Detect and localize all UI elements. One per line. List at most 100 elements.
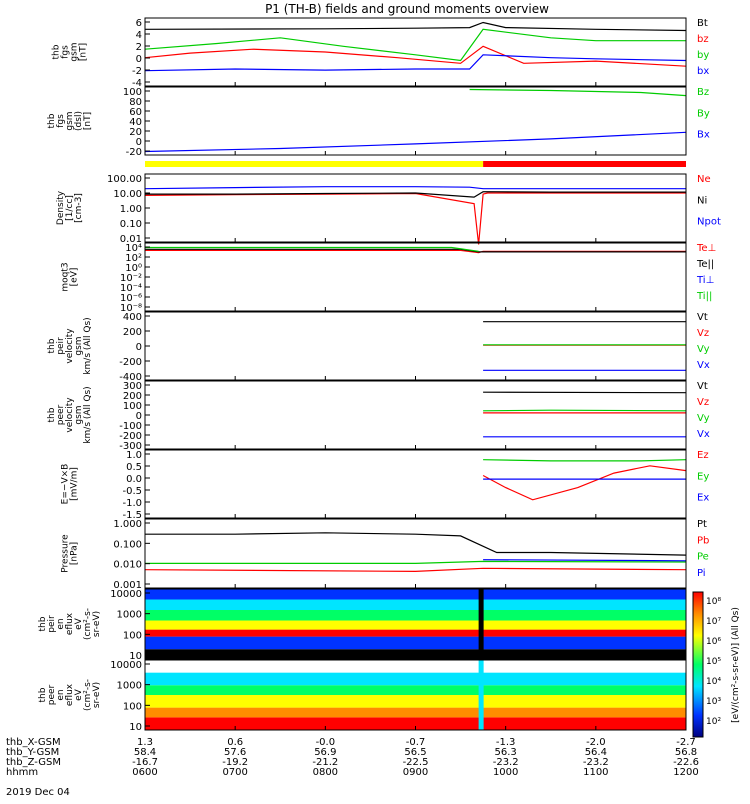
- y-tick-label: 10000: [110, 660, 142, 671]
- y-tick-label: 10⁴: [125, 243, 142, 254]
- y-tick-label: 100: [123, 701, 142, 712]
- y-tick-label: -300: [119, 441, 142, 452]
- legend-entry: Ti⊥: [696, 275, 714, 286]
- y-axis-label: [1/cc]: [65, 195, 75, 221]
- ephemeris-row-label: thb_Y-GSM: [6, 747, 59, 758]
- spectrogram-band: [145, 589, 686, 600]
- spectrogram-band: [145, 636, 686, 650]
- legend-entry: Te⊥: [696, 243, 716, 254]
- date-label: 2019 Dec 04: [6, 787, 70, 798]
- ephemeris-value: -16.7: [132, 757, 158, 768]
- y-tick-label: 0: [136, 54, 142, 65]
- y-axis-label: [nT]: [79, 43, 89, 61]
- spectrogram-gap: [478, 660, 484, 730]
- panel-8: 1.000 0.100 0.010 0.001 Pressure [nPa] Pt Pb Pe P…: [61, 518, 709, 591]
- ephemeris-value: 56.9: [314, 747, 336, 758]
- y-axis-label: [cm-3]: [74, 193, 84, 223]
- y-axis-label: velocity: [65, 397, 75, 433]
- ephemeris-value: -22.5: [403, 757, 429, 768]
- spectrogram-10: [145, 660, 686, 730]
- ephemeris-value: 57.6: [224, 747, 246, 758]
- y-axis-label: fgs: [56, 114, 66, 128]
- y-axis-label: moqt3: [61, 262, 71, 291]
- legend-entry: Ni: [697, 195, 707, 206]
- ephemeris-value: 56.8: [675, 747, 697, 758]
- y-tick-label: -2: [132, 66, 142, 77]
- panel-9: 10000 1000 100 10 thb peir en eflux eV (cm²-s-sr-…: [38, 588, 687, 662]
- y-tick-label: 10²: [125, 253, 142, 264]
- y-axis-label: eV: [74, 688, 84, 701]
- legend-entry: Pe: [697, 552, 709, 563]
- y-tick-label: 10⁻⁴: [120, 283, 142, 294]
- y-tick-label: 10: [129, 722, 142, 733]
- y-tick-label: 10⁻⁶: [120, 293, 142, 304]
- colorbar-tick-label: 10⁶: [706, 637, 721, 647]
- y-tick-label: 80: [129, 97, 142, 108]
- legend-entry: Vy: [697, 413, 710, 424]
- y-tick-label: 0.5: [126, 462, 142, 473]
- y-tick-label: -4: [132, 78, 142, 89]
- y-tick-label: 200: [123, 391, 142, 402]
- panel-10: 10000 1000 100 10 thb peer en eflux eV (cm²-s-sr-…: [38, 659, 687, 733]
- plot-title: P1 (TH-B) fields and ground moments over…: [265, 2, 549, 16]
- mode-bar-fast: [483, 161, 686, 167]
- y-axis-label: sr-eV): [92, 611, 102, 637]
- spectrogram-band: [145, 685, 686, 695]
- legend-entry: Pb: [697, 535, 709, 546]
- series-line-bz: [144, 45, 687, 67]
- y-axis-label: fgs: [61, 45, 71, 59]
- panel-frame: [144, 173, 687, 243]
- y-tick-label: 1.0: [126, 450, 142, 461]
- y-tick-label: 6: [136, 18, 142, 29]
- panel-3: 100.00 10.00 1.00 0.10 0.01 Density [1/cc] [cm-…: [56, 173, 721, 245]
- series-line-Ni: [145, 191, 686, 198]
- y-tick-label: 0: [136, 137, 142, 148]
- legend-entry: Vt: [697, 381, 708, 392]
- colorbar-tick-label: 10⁸: [706, 597, 721, 607]
- y-axis-label: en: [56, 618, 66, 629]
- y-tick-label: -200: [119, 431, 142, 442]
- y-axis-label: gsm: [74, 336, 84, 355]
- legend-entry: Bt: [697, 18, 708, 29]
- colorbar-tick-label: 10⁴: [706, 677, 721, 687]
- y-axis-label: eflux: [65, 612, 75, 635]
- ephemeris-value: -21.2: [312, 757, 338, 768]
- y-axis-label: thb: [47, 338, 57, 353]
- legend-entry: Ez: [697, 450, 709, 461]
- legend-entry: By: [697, 108, 710, 119]
- y-axis-label: Pressure: [61, 534, 71, 573]
- y-tick-label: 1000: [117, 681, 142, 692]
- y-tick-label: 2: [136, 42, 142, 53]
- y-tick-label: 100: [123, 630, 142, 641]
- series-line-Bx: [144, 131, 687, 153]
- series-line-Vt: [483, 391, 687, 394]
- ephemeris-value: 0800: [313, 767, 338, 778]
- y-tick-label: 10000: [110, 589, 142, 600]
- y-tick-label: 10.00: [113, 189, 142, 200]
- y-axis-label: en: [56, 689, 66, 700]
- legend-entry: Npot: [697, 217, 721, 228]
- ephemeris-value: -0.7: [406, 737, 426, 748]
- series-line-Pb: [144, 567, 687, 573]
- panel-7: 1.00.50.0-0.5-1.0-1.5 E=−V×B [mV/m] Ez Ey Ex: [61, 449, 709, 521]
- colorbar-tick-label: 10⁷: [706, 617, 721, 627]
- y-tick-label: 300: [123, 381, 142, 392]
- legend-entry: Ey: [697, 471, 709, 482]
- y-tick-label: 200: [123, 327, 142, 338]
- y-tick-label: 0.010: [113, 560, 142, 571]
- y-axis-label: [nPa]: [70, 542, 80, 565]
- spectrogram-band: [145, 672, 686, 686]
- y-axis-label: E=−V×B: [61, 464, 71, 505]
- y-axis-label: [eV]: [70, 268, 80, 287]
- spectrogram-9: [145, 589, 686, 659]
- series-line-by: [144, 28, 686, 62]
- legend-entry: Pt: [697, 519, 707, 530]
- y-axis-label: (cm²-s-: [83, 608, 93, 640]
- y-tick-label: 0: [136, 411, 142, 422]
- y-axis-label: eV: [74, 617, 84, 630]
- y-axis-label: peer: [47, 684, 57, 705]
- y-tick-label: 100: [123, 401, 142, 412]
